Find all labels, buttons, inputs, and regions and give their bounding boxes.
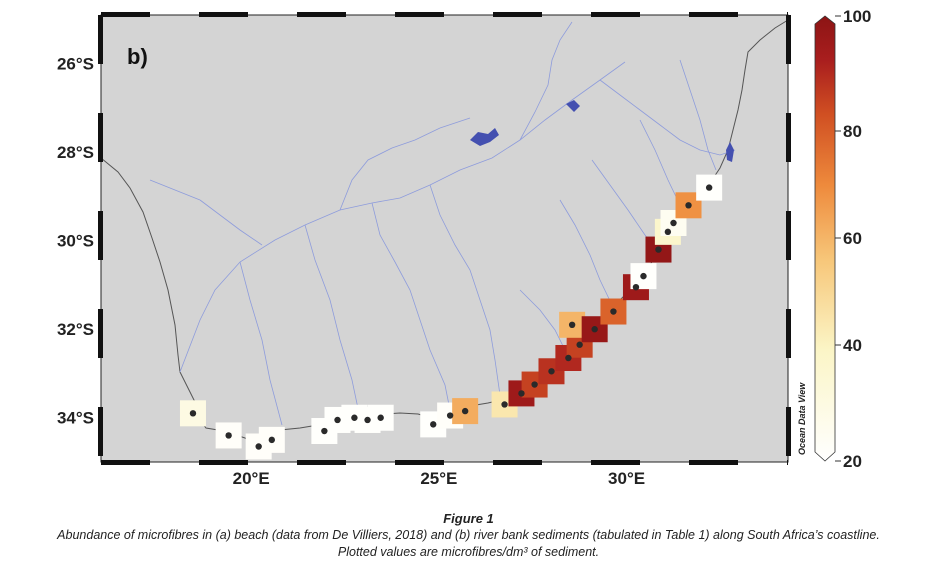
y-tick-labels: 26°S 28°S 30°S 32°S 34°S bbox=[57, 55, 94, 428]
sample-point bbox=[321, 427, 328, 435]
y-tick-label: 30°S bbox=[57, 232, 94, 251]
frame-dash bbox=[297, 12, 346, 17]
frame-dash bbox=[689, 460, 738, 465]
frame-dash bbox=[493, 460, 542, 465]
colorbar-tick-label: 20 bbox=[843, 452, 862, 471]
y-tick-label: 28°S bbox=[57, 143, 94, 162]
map-panel: 20°E 25°E 30°E 26°S 28°S 30°S 32°S 34°S b) bbox=[57, 12, 791, 488]
value-squares bbox=[179, 174, 723, 460]
frame-dash bbox=[493, 12, 542, 17]
sample-point bbox=[351, 414, 358, 421]
colorbar: 20 40 60 80 100 Ocean Data View bbox=[797, 7, 871, 471]
figure-caption-line-2: Plotted values are microfibres/dm³ of se… bbox=[337, 545, 600, 559]
frame-dash bbox=[199, 12, 248, 17]
sample-point bbox=[565, 354, 572, 362]
sample-point bbox=[591, 326, 598, 333]
colorbar-tick-label: 80 bbox=[843, 122, 862, 141]
frame-dash bbox=[786, 113, 791, 162]
frame-dash bbox=[591, 12, 640, 17]
sample-point bbox=[655, 246, 662, 253]
sample-point bbox=[225, 432, 232, 439]
sample-point bbox=[670, 219, 677, 227]
frame-dash bbox=[689, 12, 738, 17]
map-background bbox=[101, 15, 788, 462]
x-tick-label: 25°E bbox=[420, 469, 457, 488]
sample-point bbox=[610, 308, 617, 315]
sample-point bbox=[640, 272, 647, 280]
frame-dash bbox=[787, 460, 788, 465]
frame-dashes bbox=[98, 12, 791, 465]
frame-dash bbox=[98, 309, 103, 358]
sample-point bbox=[568, 321, 576, 329]
figure-caption-title: Figure 1 bbox=[443, 511, 494, 526]
sample-point bbox=[461, 407, 469, 415]
sample-point bbox=[632, 283, 640, 291]
sample-point bbox=[548, 368, 555, 375]
frame-dash bbox=[98, 15, 103, 64]
lakes bbox=[470, 100, 734, 162]
sample-point bbox=[446, 412, 454, 419]
sample-point bbox=[364, 416, 371, 424]
frame-dash bbox=[101, 12, 150, 17]
sample-point bbox=[705, 184, 713, 191]
sample-point bbox=[664, 228, 672, 236]
figure-caption-line-1: Abundance of microfibres in (a) beach (d… bbox=[57, 528, 880, 542]
frame-dash bbox=[395, 460, 444, 465]
sample-point bbox=[255, 443, 262, 450]
rivers bbox=[149, 21, 736, 426]
frame-dash bbox=[98, 407, 103, 456]
sample-point bbox=[518, 390, 525, 397]
frame-dash bbox=[297, 460, 346, 465]
frame-dash bbox=[101, 460, 150, 465]
frame-dash bbox=[786, 211, 791, 260]
y-tick-label: 26°S bbox=[57, 55, 94, 74]
frame-dash bbox=[98, 113, 103, 162]
sample-point bbox=[501, 401, 508, 408]
sample-points bbox=[189, 184, 713, 450]
frame-dash bbox=[395, 12, 444, 17]
sample-point bbox=[377, 414, 384, 421]
frame-dash bbox=[199, 460, 248, 465]
frame-dash bbox=[786, 407, 791, 456]
sample-point bbox=[268, 436, 276, 444]
y-tick-label: 34°S bbox=[57, 409, 94, 428]
colorbar-tick-label: 60 bbox=[843, 229, 862, 248]
frame-dash bbox=[786, 15, 791, 64]
figure-canvas: 20°E 25°E 30°E 26°S 28°S 30°S 32°S 34°S b) 20 4… bbox=[57, 7, 871, 488]
x-tick-labels: 20°E 25°E 30°E bbox=[233, 469, 645, 488]
frame-dash bbox=[786, 309, 791, 358]
sample-point bbox=[531, 381, 538, 388]
x-tick-label: 20°E bbox=[233, 469, 270, 488]
colorbar-ticks: 20 40 60 80 100 bbox=[835, 7, 871, 471]
y-tick-label: 32°S bbox=[57, 320, 94, 339]
sample-point bbox=[576, 341, 583, 348]
sample-point bbox=[685, 202, 692, 209]
sample-point bbox=[189, 410, 197, 417]
colorbar-watermark: Ocean Data View bbox=[797, 382, 807, 455]
x-tick-label: 30°E bbox=[608, 469, 645, 488]
sample-point bbox=[430, 421, 437, 428]
panel-label: b) bbox=[127, 44, 148, 69]
frame-dash bbox=[787, 12, 788, 17]
colorbar-tick-label: 40 bbox=[843, 336, 862, 355]
colorbar-bar bbox=[814, 15, 836, 462]
frame-dash bbox=[98, 211, 103, 260]
frame-dash bbox=[591, 460, 640, 465]
colorbar-tick-label: 100 bbox=[843, 7, 871, 26]
sample-point bbox=[334, 416, 341, 424]
